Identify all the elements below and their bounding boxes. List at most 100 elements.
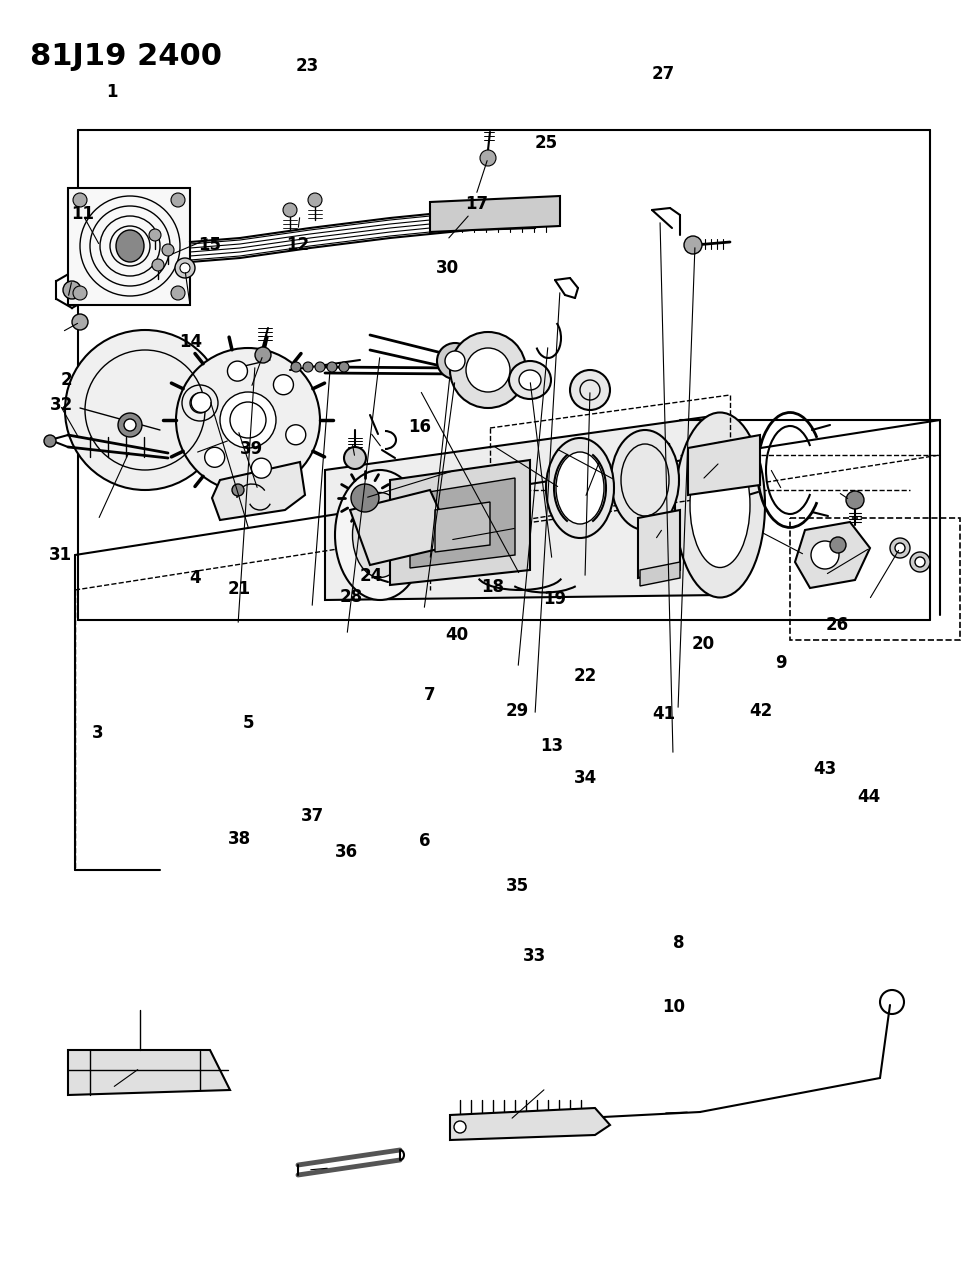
Text: 10: 10 [662,998,685,1016]
Circle shape [830,537,846,553]
Ellipse shape [556,453,604,524]
Text: 39: 39 [240,440,264,458]
Polygon shape [390,460,530,585]
Text: 26: 26 [826,616,849,634]
Text: 2: 2 [61,371,72,389]
Circle shape [73,286,87,300]
Circle shape [895,543,905,553]
Circle shape [915,557,925,567]
Circle shape [480,150,496,166]
Circle shape [232,484,244,496]
Text: 28: 28 [340,588,363,606]
Circle shape [230,402,266,439]
Circle shape [65,330,225,490]
Text: 5: 5 [243,714,255,732]
Circle shape [227,361,248,381]
Polygon shape [450,1108,610,1140]
Circle shape [466,348,510,391]
Polygon shape [325,414,720,601]
Text: 3: 3 [92,724,103,742]
Circle shape [283,203,297,217]
Circle shape [149,230,161,241]
Circle shape [327,362,337,372]
Polygon shape [435,502,490,552]
Circle shape [308,193,322,207]
Text: 32: 32 [50,397,73,414]
Circle shape [570,370,610,411]
Circle shape [339,362,349,372]
Circle shape [910,552,930,572]
Text: 81J19 2400: 81J19 2400 [30,42,222,71]
Circle shape [291,362,301,372]
Text: 13: 13 [540,737,563,755]
Circle shape [171,193,185,207]
Ellipse shape [690,442,750,567]
Circle shape [450,332,526,408]
Circle shape [205,448,224,467]
Circle shape [44,435,56,448]
Text: 9: 9 [775,654,787,672]
Circle shape [118,413,142,437]
Polygon shape [212,462,305,520]
Text: 23: 23 [296,57,319,75]
Text: 16: 16 [408,418,431,436]
Text: 17: 17 [465,195,488,213]
Text: 22: 22 [574,667,597,685]
Text: 25: 25 [535,134,558,152]
Ellipse shape [675,413,765,598]
Circle shape [273,375,294,395]
Polygon shape [430,196,560,232]
Circle shape [191,393,211,412]
Circle shape [315,362,325,372]
Polygon shape [638,510,680,578]
Ellipse shape [546,439,614,538]
Text: 41: 41 [652,705,675,723]
Circle shape [437,343,473,379]
Ellipse shape [116,230,144,261]
Circle shape [152,259,164,272]
Circle shape [63,280,81,300]
Circle shape [286,425,305,445]
Text: 8: 8 [672,935,684,952]
Text: 20: 20 [691,635,714,653]
Circle shape [176,348,320,492]
Circle shape [72,314,88,330]
Circle shape [162,244,174,256]
Polygon shape [795,521,870,588]
Text: 4: 4 [189,569,201,586]
Circle shape [303,362,313,372]
Text: 14: 14 [179,333,202,351]
Text: 24: 24 [359,567,383,585]
Text: 18: 18 [481,578,505,595]
Text: 7: 7 [424,686,435,704]
Circle shape [684,236,702,254]
Polygon shape [68,1051,230,1095]
Circle shape [454,1121,466,1133]
Text: 6: 6 [419,833,430,850]
Circle shape [351,484,379,513]
Polygon shape [640,562,680,586]
Circle shape [252,458,271,478]
Text: 44: 44 [857,788,880,806]
Text: 1: 1 [106,83,118,101]
Ellipse shape [352,492,408,578]
Polygon shape [350,490,455,565]
Circle shape [180,263,190,273]
Text: 11: 11 [71,205,95,223]
Text: 37: 37 [301,807,324,825]
Text: 31: 31 [49,546,72,564]
Text: 21: 21 [227,580,251,598]
Circle shape [890,538,910,558]
Text: 30: 30 [435,259,459,277]
Text: 36: 36 [335,843,358,861]
Text: 29: 29 [506,703,529,720]
Ellipse shape [509,361,551,399]
Text: 33: 33 [523,947,547,965]
Polygon shape [688,435,760,495]
Circle shape [175,258,195,278]
Text: 34: 34 [574,769,597,787]
Polygon shape [68,187,190,305]
Circle shape [73,193,87,207]
Ellipse shape [335,470,425,601]
Text: 42: 42 [750,703,773,720]
